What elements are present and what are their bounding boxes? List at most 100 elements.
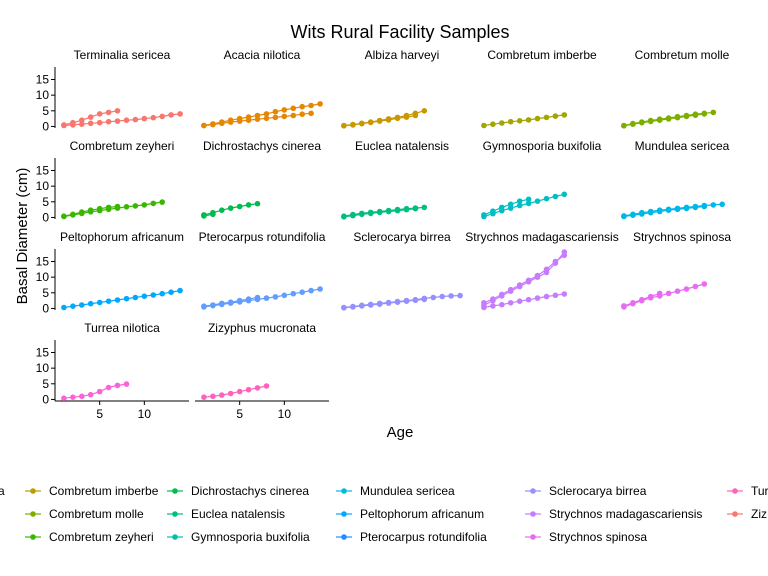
panel-label: Zizyphus mucronata [208, 321, 316, 335]
x-tick-label: 5 [96, 407, 103, 421]
panel-label: Combretum molle [635, 48, 730, 62]
data-point [61, 395, 67, 402]
data-point [367, 302, 374, 308]
data-point [317, 286, 323, 292]
y-tick-label: 15 [36, 255, 50, 269]
legend-entry: Pterocarpus rotundifolia [336, 530, 487, 544]
panel-label: Terminalia sericea [74, 48, 171, 62]
data-point [201, 213, 207, 219]
data-point [87, 114, 94, 120]
legend-label: Strychnos spinosa [549, 530, 647, 544]
data-point [79, 302, 85, 308]
data-point [236, 203, 243, 210]
data-point [263, 383, 270, 389]
y-tick-label: 0 [42, 210, 49, 224]
legend-key-point [172, 488, 178, 494]
chart-title: Wits Rural Facility Samples [290, 22, 509, 42]
legend-key-point [341, 534, 347, 540]
data-point [168, 289, 174, 296]
data-point [61, 304, 67, 311]
data-point [87, 391, 94, 398]
data-point [96, 119, 103, 126]
data-point [308, 102, 314, 109]
legend-label: a [0, 484, 5, 498]
data-point [87, 207, 94, 213]
data-point [674, 206, 681, 213]
series-line [343, 206, 425, 217]
data-point [177, 111, 183, 117]
data-point [79, 121, 85, 127]
data-point [350, 212, 356, 219]
data-point [421, 296, 428, 303]
data-point [376, 118, 383, 124]
data-point [359, 120, 365, 127]
data-point [692, 283, 699, 290]
legend-key-point [530, 511, 536, 517]
y-tick-label: 5 [42, 286, 49, 300]
series-line [63, 201, 163, 218]
data-point [219, 300, 225, 307]
data-point [692, 204, 699, 211]
y-tick-label: 10 [36, 270, 50, 284]
data-point [61, 213, 67, 219]
data-point [552, 258, 559, 265]
data-point [105, 118, 112, 125]
data-point [525, 196, 532, 203]
data-point [132, 116, 139, 123]
data-point [159, 199, 165, 205]
data-point [96, 205, 103, 212]
data-point [499, 207, 505, 214]
data-point [367, 210, 374, 217]
y-tick-label: 10 [36, 88, 50, 102]
panel-label: Gymnosporia buxifolia [483, 139, 602, 153]
data-point [665, 290, 672, 297]
legend-entry: Ziz [727, 507, 767, 521]
data-point [141, 202, 148, 208]
data-point [552, 193, 559, 200]
data-point [219, 120, 225, 127]
legend-key-point [172, 511, 178, 517]
legend-label: Dichrostachys cinerea [191, 484, 309, 498]
data-point [201, 303, 207, 310]
data-point [630, 212, 636, 218]
y-tick-label: 5 [42, 377, 49, 391]
data-point [516, 118, 523, 124]
legend-label: Peltophorum africanum [360, 507, 484, 521]
data-point [236, 118, 243, 124]
data-point [710, 202, 717, 208]
data-point [534, 115, 541, 122]
data-point [534, 198, 541, 204]
data-point [656, 208, 663, 215]
data-point [525, 117, 532, 123]
data-point [701, 281, 708, 287]
data-point [114, 382, 121, 389]
data-point [448, 293, 454, 299]
legend-entry: Mundulea sericea [336, 484, 455, 498]
data-point [299, 289, 306, 296]
data-point [159, 290, 165, 297]
data-point [421, 204, 428, 211]
data-point [341, 214, 347, 220]
data-point [692, 112, 699, 118]
panel-pterocarpus-rotundifolia: Pterocarpus rotundifolia [199, 230, 326, 310]
panel-euclea-natalensis: Euclea natalensis [341, 139, 449, 220]
data-point [150, 200, 157, 207]
data-point [132, 203, 139, 209]
data-point [341, 305, 347, 311]
data-point [245, 202, 252, 208]
data-point [385, 117, 392, 123]
data-point [114, 118, 121, 124]
data-point [543, 293, 550, 300]
data-point [499, 301, 505, 308]
data-point [272, 108, 279, 115]
legend-entry: Combretum zeyheri [25, 530, 154, 544]
data-point [141, 115, 148, 122]
panel-label: Dichrostachys cinerea [203, 139, 321, 153]
y-tick-label: 5 [42, 195, 49, 209]
y-tick-label: 15 [36, 164, 50, 178]
data-point [263, 115, 270, 122]
x-axis-title: Age [387, 424, 414, 441]
data-point [394, 299, 401, 306]
data-point [123, 204, 130, 210]
data-point [87, 300, 94, 307]
